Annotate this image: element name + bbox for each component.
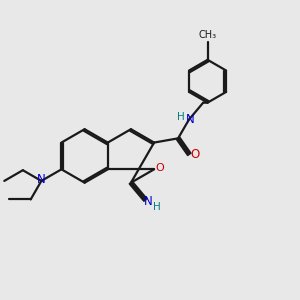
Text: CH₃: CH₃ (199, 31, 217, 40)
Text: H: H (177, 112, 184, 122)
Text: O: O (190, 148, 199, 161)
Text: H: H (153, 202, 160, 212)
Text: N: N (37, 173, 46, 186)
Text: N: N (144, 195, 153, 208)
Text: O: O (155, 163, 164, 173)
Text: N: N (186, 113, 195, 126)
